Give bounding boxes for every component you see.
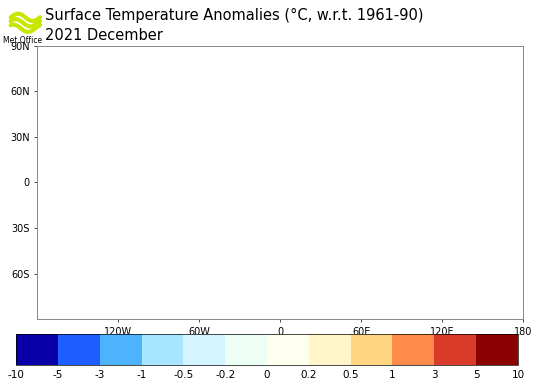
Text: 2021 December: 2021 December [45,28,163,43]
Text: Met Office: Met Office [3,36,42,45]
Text: Surface Temperature Anomalies (°C, w.r.t. 1961-90): Surface Temperature Anomalies (°C, w.r.t… [45,8,424,23]
